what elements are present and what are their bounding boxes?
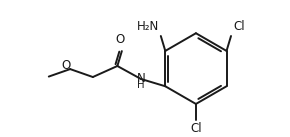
Text: N: N bbox=[137, 72, 145, 85]
Text: O: O bbox=[116, 33, 125, 46]
Text: Cl: Cl bbox=[190, 122, 202, 135]
Text: H₂N: H₂N bbox=[137, 20, 160, 33]
Text: O: O bbox=[61, 59, 71, 72]
Text: H: H bbox=[137, 80, 145, 90]
Text: Cl: Cl bbox=[233, 20, 245, 33]
